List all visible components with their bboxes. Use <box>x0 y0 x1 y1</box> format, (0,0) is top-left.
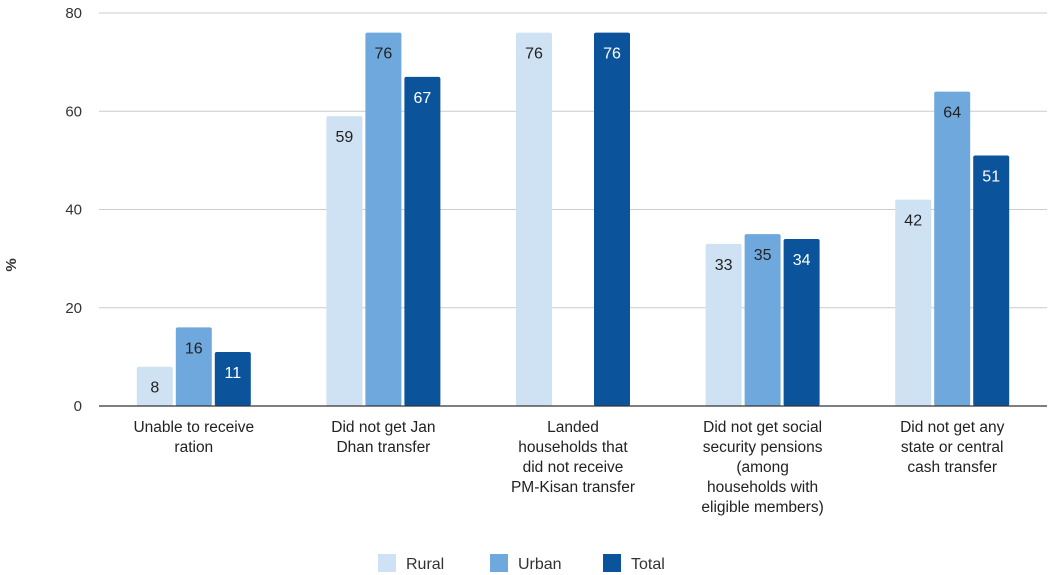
data-label: 8 <box>150 380 159 397</box>
bar-rural <box>516 32 552 407</box>
y-axis-label: % <box>3 258 20 271</box>
bar-total <box>214 351 251 406</box>
data-label: 59 <box>336 129 354 146</box>
x-category-label: Unable to receive ration <box>133 419 254 456</box>
bar-total <box>594 32 630 407</box>
data-label: 67 <box>414 90 432 107</box>
legend-label-urban: Urban <box>518 556 562 573</box>
bar-total <box>404 76 441 407</box>
data-labels: 8 16 11 59 76 67 76 76 33 35 34 42 64 51 <box>150 46 1000 397</box>
y-tick-label: 80 <box>65 5 82 22</box>
bar-urban <box>744 234 781 406</box>
bar-urban <box>175 327 212 406</box>
legend-swatch-urban <box>490 554 508 572</box>
legend-label-rural: Rural <box>406 556 444 573</box>
x-axis-category-labels: Unable to receive ration Did not get Jan Dh… <box>133 419 1004 516</box>
data-label: 76 <box>525 46 543 63</box>
y-axis-ticks: 0 20 40 60 80 <box>65 5 82 415</box>
y-tick-label: 40 <box>65 202 82 219</box>
data-label: 64 <box>943 105 961 122</box>
data-label: 76 <box>603 46 621 63</box>
bar-urban <box>365 32 402 407</box>
gridlines <box>99 12 1047 309</box>
bar-rural <box>136 366 173 406</box>
data-label: 42 <box>904 213 922 230</box>
x-category-label: Did not get any state or central cash tran… <box>900 419 1005 476</box>
x-category-label: Landed households that did not receive PM-K… <box>511 419 635 496</box>
bar-rural <box>326 116 363 406</box>
data-label: 51 <box>982 168 1000 185</box>
bar-total <box>783 238 820 406</box>
legend-swatch-total <box>603 554 621 572</box>
y-tick-label: 60 <box>65 103 82 120</box>
data-label: 11 <box>224 365 241 382</box>
bars <box>136 32 1010 407</box>
data-label: 16 <box>185 340 203 357</box>
legend-label-total: Total <box>631 556 665 573</box>
y-tick-label: 0 <box>74 398 82 415</box>
data-label: 35 <box>754 247 772 264</box>
data-label: 33 <box>715 257 733 274</box>
data-label: 76 <box>375 46 393 63</box>
bar-rural <box>895 199 932 406</box>
y-tick-label: 20 <box>65 300 82 317</box>
bar-total <box>973 155 1010 406</box>
x-category-label: Did not get Jan Dhan transfer <box>331 419 435 456</box>
legend-swatch-rural <box>378 554 396 572</box>
bar-urban <box>934 91 971 406</box>
x-category-label: Did not get social security pensions (amon… <box>701 419 823 516</box>
bar-rural <box>705 243 742 406</box>
data-label: 34 <box>793 252 811 269</box>
legend: Rural Urban Total <box>378 554 665 573</box>
